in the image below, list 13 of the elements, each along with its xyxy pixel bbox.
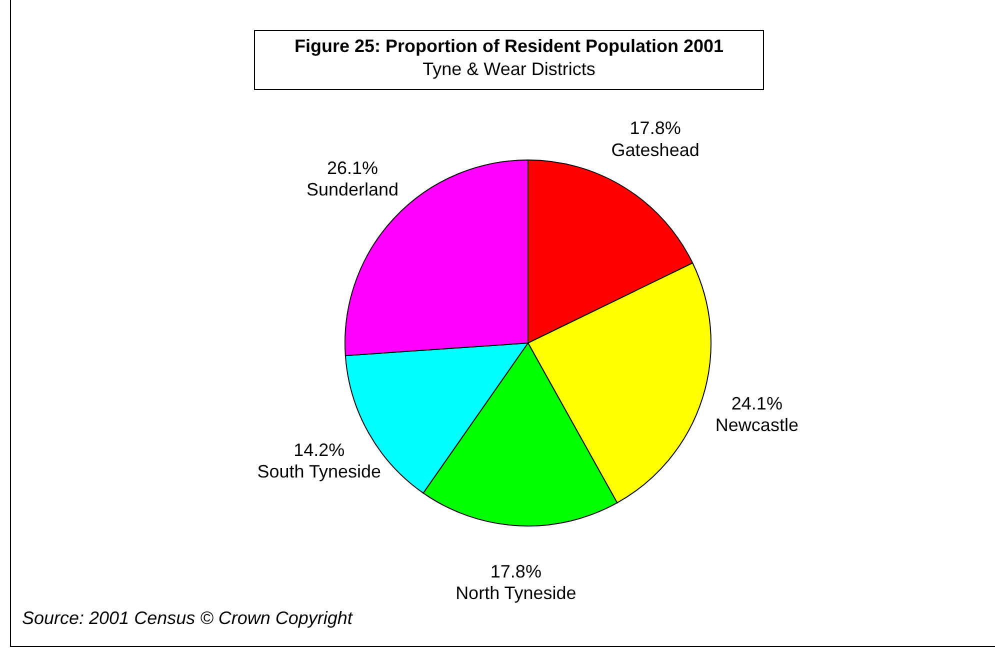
- slice-label: North Tyneside: [456, 582, 576, 603]
- slice-label: Newcastle: [715, 415, 798, 436]
- slice-label: Sunderland: [306, 179, 399, 200]
- data-label: 14.2%: [294, 440, 345, 460]
- data-label: 17.8%: [490, 561, 542, 582]
- data-label: 24.1%: [731, 394, 782, 414]
- chart-subtitle: Tyne & Wear Districts: [422, 59, 596, 80]
- chart-title: Figure 25: Proportion of Resident Population 2001: [293, 36, 725, 57]
- slice-label: South Tyneside: [257, 461, 382, 482]
- slice-label: Gateshead: [611, 140, 700, 160]
- source-note: Source: 2001 Census © Crown Copyright: [22, 608, 352, 629]
- data-label: 17.8%: [630, 118, 681, 138]
- data-label: 26.1%: [327, 158, 378, 178]
